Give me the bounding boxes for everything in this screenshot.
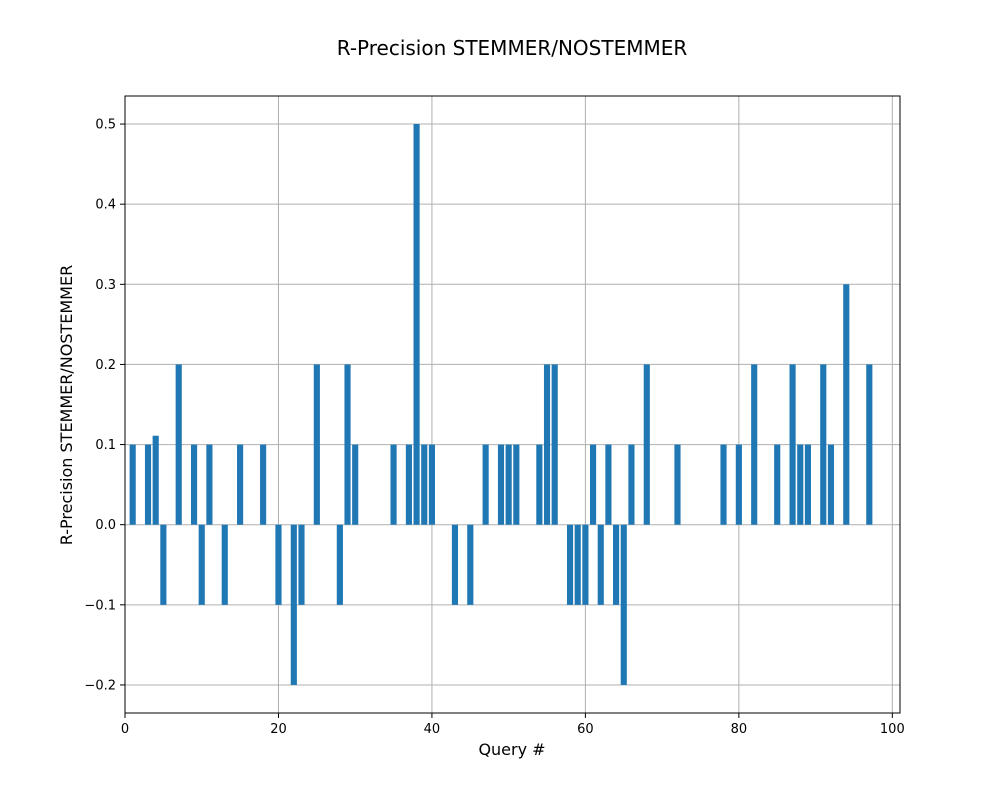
bar-query-9 <box>190 444 198 525</box>
bar-query-7 <box>175 364 182 525</box>
bar-query-66 <box>628 444 635 525</box>
bar-query-63 <box>605 444 612 525</box>
x-axis-ticks: 0 20 40 60 80 100 <box>121 713 905 737</box>
y-tick-label: −0.2 <box>84 678 116 693</box>
y-tick-label: 0.2 <box>95 358 116 373</box>
bar-query-94 <box>843 284 850 525</box>
bar-query-64 <box>613 524 620 605</box>
bar-query-35 <box>390 444 397 525</box>
bar-query-61 <box>590 444 597 525</box>
bar-query-60 <box>582 524 589 605</box>
bar-query-62 <box>597 524 604 605</box>
plot-frame <box>124 95 901 714</box>
bar-query-91 <box>820 364 827 525</box>
bar-query-11 <box>206 444 213 525</box>
bar-query-78 <box>720 444 727 525</box>
x-tick-label: 20 <box>270 722 287 737</box>
y-tick-label: 0.0 <box>95 518 116 533</box>
y-axis-ticks: −0.2 −0.1 0.0 0.1 0.2 0.3 0.4 0.5 <box>84 118 125 693</box>
bar-query-3 <box>144 444 152 525</box>
bar-query-25 <box>313 364 320 525</box>
bar-query-50 <box>505 444 512 525</box>
bar-query-10 <box>198 524 205 605</box>
bar-query-38 <box>413 124 420 525</box>
bar-query-85 <box>774 444 781 525</box>
y-tick-label: 0.1 <box>95 438 116 453</box>
bar-query-30 <box>352 444 359 525</box>
chart-title: R-Precision STEMMER/NOSTEMMER <box>337 36 688 60</box>
y-tick-label: 0.4 <box>95 198 116 213</box>
bar-query-1 <box>129 444 136 525</box>
bar-query-88 <box>797 444 804 525</box>
bar-query-55 <box>543 364 551 525</box>
bar-query-15 <box>237 444 244 525</box>
y-tick-label: −0.1 <box>84 598 116 613</box>
bar-query-43 <box>451 524 459 605</box>
bar-query-39 <box>421 444 428 525</box>
bar-query-29 <box>344 364 351 525</box>
bar-query-28 <box>336 524 343 605</box>
bar-query-97 <box>866 364 873 525</box>
bar-query-18 <box>260 444 267 525</box>
bar-query-58 <box>566 524 574 605</box>
bar-query-54 <box>536 444 543 525</box>
x-tick-label: 80 <box>731 722 748 737</box>
bar-query-72 <box>674 444 681 525</box>
bar-query-23 <box>298 524 305 605</box>
bar-query-56 <box>551 364 558 525</box>
bar-query-82 <box>751 364 758 525</box>
grid <box>124 96 900 713</box>
y-axis-label: R-Precision STEMMER/NOSTEMMER <box>57 265 76 545</box>
x-tick-label: 100 <box>880 722 905 737</box>
bar-query-45 <box>467 524 474 605</box>
x-tick-label: 60 <box>577 722 594 737</box>
bar-query-4 <box>152 435 159 525</box>
bar-query-51 <box>513 444 520 525</box>
y-tick-label: 0.3 <box>95 278 116 293</box>
bars <box>129 124 873 685</box>
bar-query-65 <box>620 524 627 685</box>
bar-query-5 <box>160 524 167 605</box>
bar-query-59 <box>574 524 581 605</box>
bar-query-47 <box>482 444 489 525</box>
x-tick-label: 40 <box>424 722 441 737</box>
bar-query-87 <box>789 364 796 525</box>
bar-query-92 <box>827 444 835 525</box>
bar-query-68 <box>643 364 650 525</box>
bar-query-37 <box>405 444 412 525</box>
bar-query-89 <box>804 444 811 525</box>
bar-query-49 <box>497 444 505 525</box>
x-tick-label: 0 <box>121 722 129 737</box>
bar-query-40 <box>428 444 435 525</box>
y-tick-label: 0.5 <box>95 118 116 133</box>
bar-query-22 <box>290 524 297 685</box>
bar-query-20 <box>275 524 282 605</box>
bar-query-13 <box>221 524 228 605</box>
bar-query-80 <box>735 444 742 525</box>
x-axis-label: Query # <box>478 740 545 759</box>
